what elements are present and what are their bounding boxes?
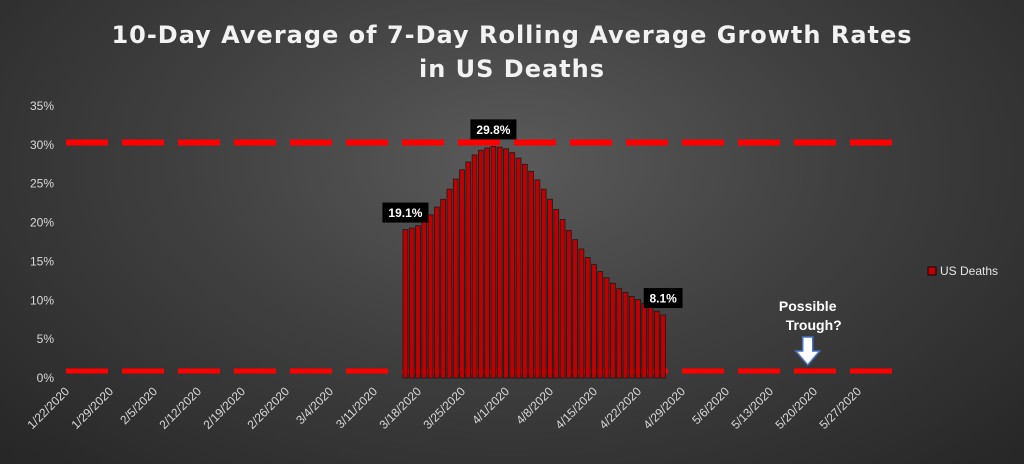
bar bbox=[572, 239, 578, 379]
x-tick-label: 4/22/2020 bbox=[596, 384, 644, 432]
x-tick-label: 1/22/2020 bbox=[24, 384, 72, 432]
possible-trough-annotation: Possible Trough? bbox=[779, 298, 842, 367]
bar bbox=[402, 229, 409, 379]
x-tick-label: 4/8/2020 bbox=[513, 384, 556, 427]
x-tick-label: 3/11/2020 bbox=[333, 384, 380, 431]
bar bbox=[559, 219, 566, 379]
annotation-text-line-2: Trough? bbox=[786, 317, 842, 333]
bar bbox=[591, 264, 597, 379]
bar bbox=[597, 271, 604, 379]
bar bbox=[566, 229, 572, 379]
bar bbox=[628, 295, 635, 379]
legend-swatch bbox=[927, 266, 937, 276]
y-tick-label: 35% bbox=[30, 99, 54, 113]
data-label-box bbox=[470, 119, 517, 140]
bar bbox=[452, 178, 459, 379]
bar bbox=[522, 163, 528, 379]
bar bbox=[622, 292, 629, 379]
y-tick-label: 0% bbox=[37, 371, 55, 385]
x-tick-label: 5/13/2020 bbox=[728, 384, 776, 432]
x-tick-label: 4/15/2020 bbox=[552, 384, 600, 432]
bar bbox=[484, 147, 490, 379]
data-labels: 19.1% 29.8% 8.1% bbox=[382, 119, 683, 309]
bar bbox=[660, 314, 666, 379]
x-tick-label: 2/19/2020 bbox=[200, 384, 248, 432]
bar bbox=[553, 208, 560, 379]
bar bbox=[509, 152, 516, 379]
bar bbox=[465, 161, 472, 379]
bar bbox=[603, 277, 610, 379]
y-tick-label: 10% bbox=[30, 293, 54, 307]
chart-title-line-2: in US Deaths bbox=[418, 55, 606, 83]
data-label-box bbox=[643, 288, 683, 309]
bar bbox=[490, 146, 497, 379]
bar bbox=[478, 149, 484, 379]
y-tick-label: 25% bbox=[30, 177, 54, 191]
bar bbox=[415, 225, 421, 379]
bar bbox=[471, 154, 478, 379]
bar bbox=[647, 306, 654, 379]
data-label: 19.1% bbox=[382, 202, 429, 223]
x-tick-label: 4/29/2020 bbox=[640, 384, 688, 432]
reference-lines bbox=[66, 139, 902, 374]
data-label-box bbox=[382, 202, 429, 223]
data-label: 29.8% bbox=[470, 119, 517, 140]
y-tick-label: 5% bbox=[37, 332, 55, 346]
bar bbox=[496, 146, 503, 379]
bar bbox=[547, 198, 553, 379]
bar bbox=[610, 282, 616, 379]
y-tick-label: 30% bbox=[30, 138, 54, 152]
x-tick-label: 1/29/2020 bbox=[68, 384, 116, 432]
x-tick-label: 2/26/2020 bbox=[244, 384, 292, 432]
x-tick-label: 4/1/2020 bbox=[469, 384, 512, 427]
bar bbox=[440, 198, 446, 379]
chart-title: 10-Day Average of 7-Day Rolling Average … bbox=[0, 18, 1024, 86]
chart-title-line-1: 10-Day Average of 7-Day Rolling Average … bbox=[111, 21, 913, 49]
bar bbox=[459, 169, 465, 379]
annotation-text-line-1: Possible bbox=[779, 298, 837, 314]
legend: US Deaths bbox=[927, 264, 998, 278]
bar bbox=[635, 299, 641, 379]
y-tick-label: 20% bbox=[30, 216, 54, 230]
y-tick-label: 15% bbox=[30, 254, 54, 268]
x-tick-label: 3/4/2020 bbox=[293, 384, 336, 427]
x-tick-label: 3/18/2020 bbox=[376, 384, 424, 432]
bar bbox=[503, 148, 509, 379]
data-label: 8.1% bbox=[643, 288, 683, 309]
x-tick-label: 5/20/2020 bbox=[772, 384, 820, 432]
bar bbox=[534, 179, 541, 379]
x-tick-label: 5/27/2020 bbox=[816, 384, 864, 432]
bar bbox=[540, 188, 547, 379]
x-tick-label: 2/12/2020 bbox=[156, 384, 204, 432]
bar bbox=[578, 248, 585, 379]
bar bbox=[434, 206, 440, 379]
data-label-text: 29.8% bbox=[476, 123, 510, 137]
data-label-text: 19.1% bbox=[388, 206, 422, 220]
bar bbox=[408, 227, 415, 379]
bar bbox=[515, 157, 522, 379]
bar bbox=[654, 310, 660, 379]
bar bbox=[641, 302, 648, 379]
bar bbox=[616, 288, 622, 379]
bar bbox=[584, 257, 591, 379]
x-tick-label: 3/25/2020 bbox=[420, 384, 468, 432]
legend-label: US Deaths bbox=[940, 264, 998, 278]
down-arrow-icon bbox=[794, 336, 822, 367]
bar-series-us-deaths bbox=[402, 146, 666, 379]
bar bbox=[528, 170, 534, 379]
y-axis: 0% 5% 10% 15% 20% 25% 30% 35% bbox=[30, 99, 54, 385]
data-label-text: 8.1% bbox=[649, 292, 677, 306]
x-tick-label: 5/6/2020 bbox=[689, 384, 732, 427]
bar bbox=[421, 220, 428, 379]
bar bbox=[446, 188, 453, 379]
bar bbox=[427, 214, 434, 379]
x-tick-label: 2/5/2020 bbox=[117, 384, 160, 427]
